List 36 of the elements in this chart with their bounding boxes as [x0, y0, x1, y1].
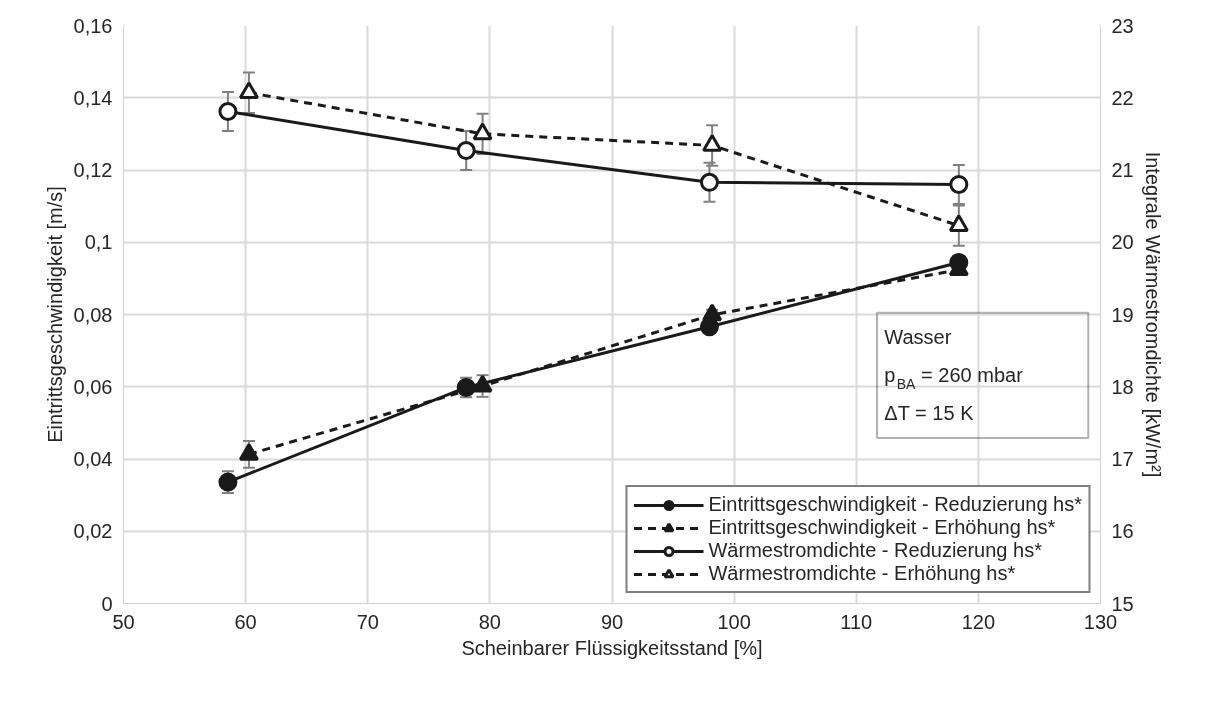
y-tick-label: 0,02 [73, 520, 113, 543]
legend-label: Eintrittsgeschwindigkeit - Reduzierung hs* [708, 493, 1082, 516]
y-tick-label: 0,06 [73, 375, 113, 398]
y2-tick-label: 16 [1111, 520, 1134, 543]
y-tick-label: 0,14 [73, 86, 113, 109]
y2-tick-label: 21 [1111, 159, 1134, 181]
legend-label: Wärmestromdichte - Erhöhung hs* [708, 562, 1016, 585]
y-tick-label: 0,12 [73, 159, 113, 181]
x-tick-label: 80 [478, 610, 501, 633]
legend-label: Wärmestromdichte - Reduzierung hs* [708, 539, 1042, 562]
y-tick-label: 0 [101, 592, 113, 615]
y-axis-title: Eintrittsgeschwindigkeit [m/s] [43, 186, 66, 443]
y2-tick-label: 23 [1111, 14, 1134, 37]
x-tick-label: 100 [717, 610, 751, 633]
y-tick-label: 0,16 [73, 14, 113, 37]
annotation: ΔT = 15 K [884, 401, 975, 424]
annotation: Wasser [884, 326, 952, 349]
x-tick-label: 70 [356, 610, 379, 633]
y2-tick-label: 19 [1111, 303, 1134, 326]
y-tick-label: 0,1 [84, 231, 113, 254]
y-tick-label: 0,04 [73, 448, 113, 470]
legend-label: Eintrittsgeschwindigkeit - Erhöhung hs* [708, 516, 1056, 539]
y2-tick-label: 22 [1111, 86, 1134, 109]
y2-tick-label: 20 [1111, 231, 1134, 254]
point [702, 303, 723, 322]
x-axis-title: Scheinbarer Flüssigkeitsstand [%] [461, 636, 763, 659]
y2-tick-label: 17 [1111, 448, 1134, 470]
x-tick-label: 110 [840, 610, 873, 633]
x-tick-label: 50 [112, 610, 135, 633]
x-tick-label: 90 [600, 610, 624, 633]
y-tick-label: 0,08 [73, 303, 113, 326]
x-tick-label: 60 [234, 610, 257, 633]
y2-axis-title: Integrale Wärmestromdichte [kW/m²] [1141, 151, 1164, 478]
y2-tick-label: 18 [1111, 375, 1134, 398]
point [472, 374, 493, 393]
x-tick-label: 120 [961, 610, 996, 633]
